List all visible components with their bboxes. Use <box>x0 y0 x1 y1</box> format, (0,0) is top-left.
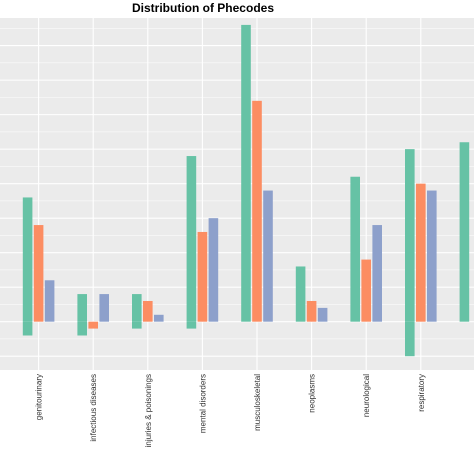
bar <box>77 294 87 322</box>
bar <box>427 190 437 322</box>
bar <box>361 259 371 322</box>
x-tick-label: respiratory <box>417 374 426 412</box>
bar <box>186 156 197 322</box>
x-tick-label: genitourinary <box>35 374 44 420</box>
bar <box>416 183 426 322</box>
bar <box>132 294 142 322</box>
chart-title: Distribution of Phecodes <box>132 1 274 15</box>
bar <box>22 197 33 322</box>
bar <box>372 225 382 322</box>
x-tick-label: injuries & poisonings <box>144 374 153 447</box>
bar <box>186 321 197 329</box>
bar <box>208 218 219 322</box>
x-tick-labels: genitourinary infectious diseases injuries… <box>35 374 426 448</box>
bar <box>197 231 208 322</box>
bar <box>77 321 87 336</box>
bar <box>154 314 164 322</box>
bar <box>306 300 317 322</box>
bar <box>295 266 306 322</box>
bars <box>22 24 470 357</box>
bar <box>143 300 153 322</box>
bar <box>99 294 109 322</box>
bar <box>22 321 33 336</box>
bar <box>44 280 55 322</box>
bar <box>405 149 415 322</box>
bar <box>88 321 98 329</box>
bar <box>459 142 470 322</box>
x-tick-label: neoplasms <box>308 374 317 413</box>
plot-panel <box>0 18 474 370</box>
bar <box>252 100 262 322</box>
bar <box>405 321 415 357</box>
bar <box>33 225 44 322</box>
bar <box>263 190 273 322</box>
x-tick-label: mental disorders <box>198 374 207 433</box>
bar <box>241 24 251 322</box>
x-tick-label: musculoskeletal <box>253 374 262 431</box>
x-tick-label: infectious diseases <box>89 374 98 442</box>
bar <box>350 176 360 322</box>
bar <box>317 307 328 322</box>
bar <box>132 321 142 329</box>
x-tick-label: neurological <box>362 374 371 417</box>
